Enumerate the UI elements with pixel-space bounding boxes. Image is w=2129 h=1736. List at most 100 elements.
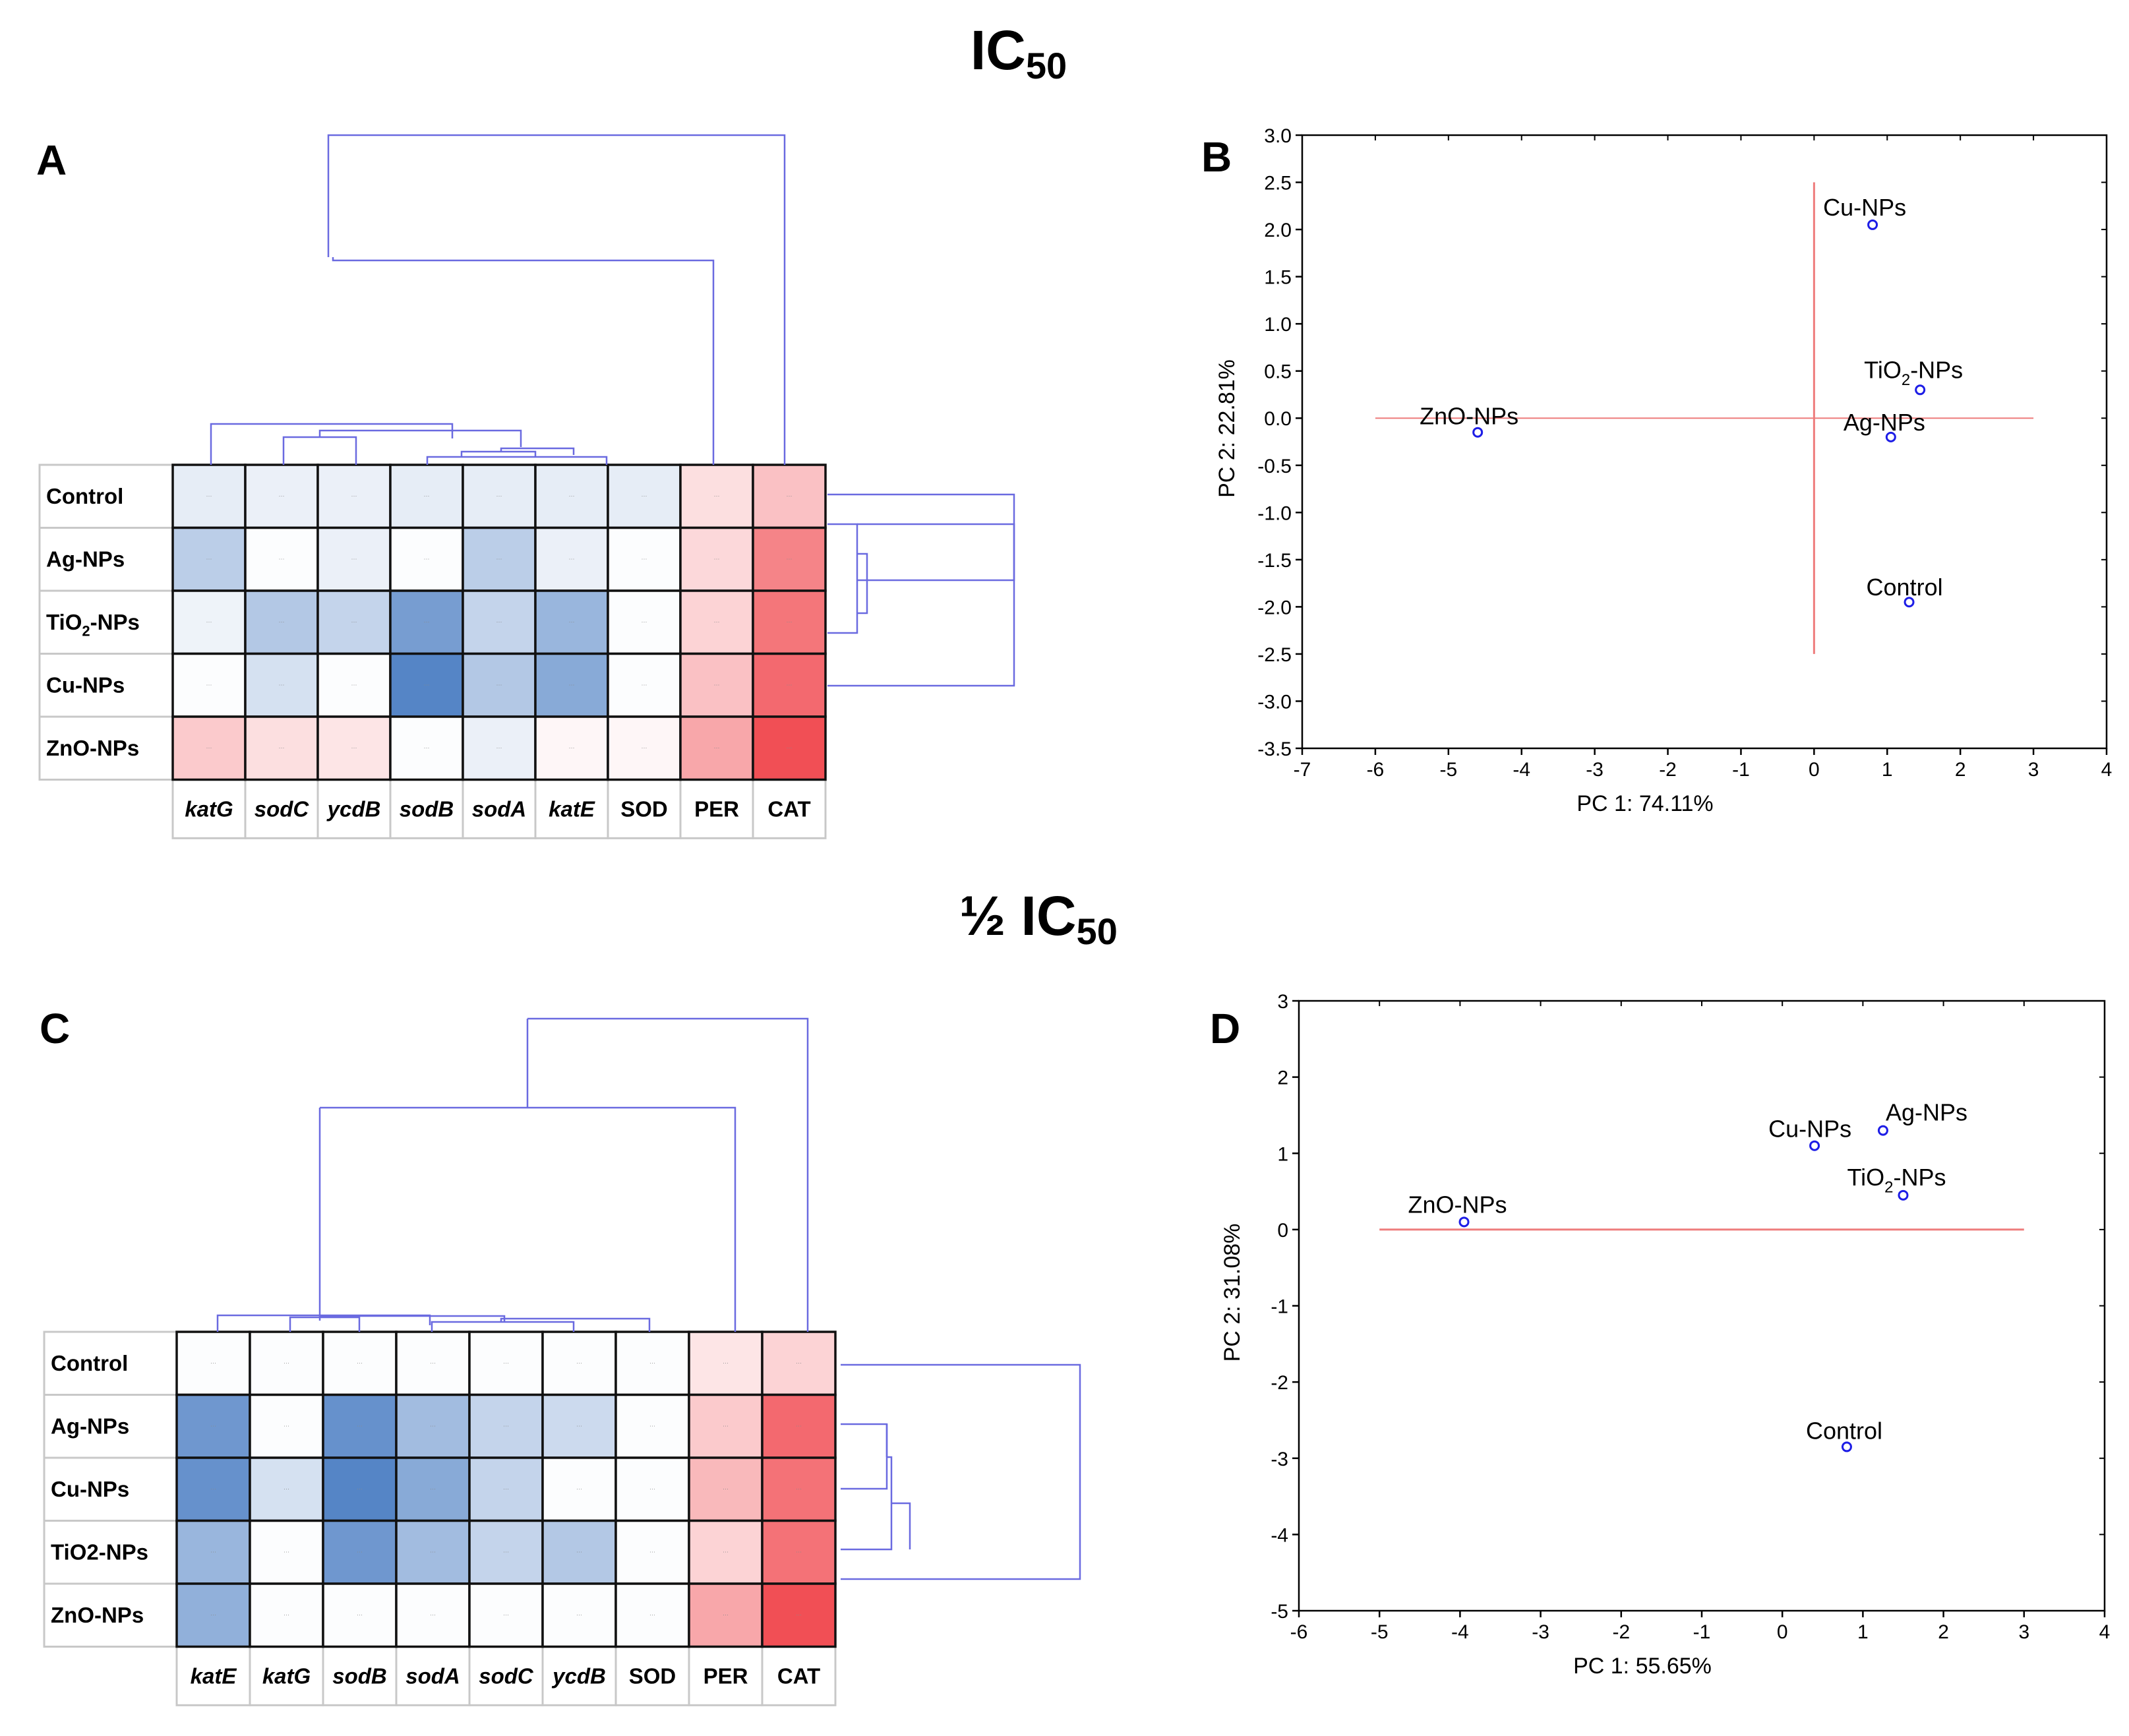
heatmap-c-cell-value: ··· bbox=[284, 1422, 289, 1429]
pca-d-y-tick-label: 0 bbox=[1277, 1220, 1288, 1242]
dendrogram-right-cluster-2 bbox=[857, 523, 1015, 582]
heatmap-c-cell-ag-nps-soda bbox=[395, 1393, 471, 1459]
heatmap-c-cell-zno-nps-katg bbox=[249, 1582, 324, 1648]
pca-b-y-tick-label: 2.5 bbox=[1264, 173, 1292, 195]
heatmap-a-cell-control-ycdb bbox=[316, 464, 392, 529]
pca-b-y-tick-label: -3.0 bbox=[1257, 691, 1292, 713]
dendrogram-bottom-root bbox=[527, 1017, 809, 1332]
pca-d-y-tick-label: -2 bbox=[1271, 1372, 1288, 1394]
heatmap-a-cell-tio2-nps-cat bbox=[752, 589, 827, 655]
heatmap-c-cell-value: ··· bbox=[210, 1485, 216, 1492]
heatmap-a-row-label-ag-nps: Ag-NPs bbox=[46, 547, 125, 571]
pca-d-y-tick-label: 3 bbox=[1277, 991, 1288, 1013]
heatmap-c-cell-value: ··· bbox=[796, 1422, 802, 1429]
heatmap-c-cell-value: ··· bbox=[723, 1548, 729, 1555]
pca-b-point-label-cu-nps: Cu-NPs bbox=[1823, 194, 1906, 221]
heatmap-c-cell-value: ··· bbox=[430, 1422, 436, 1429]
pca-d-x-tick-label: 2 bbox=[1938, 1621, 1949, 1643]
pca-d-point-label-ag-nps: Ag-NPs bbox=[1886, 1099, 1967, 1126]
dendrogram-bottom-cluster-katg-sodb bbox=[289, 1316, 361, 1332]
pca-b-x-tick-label: -4 bbox=[1513, 759, 1530, 781]
heatmap-a-col-label-sodb: sodB bbox=[400, 796, 454, 821]
heatmap-c-col-label-sodb: sodB bbox=[332, 1663, 387, 1688]
heatmap-c-cell-value: ··· bbox=[796, 1611, 802, 1618]
heatmap-a-cell-value: ··· bbox=[787, 493, 793, 499]
heatmap-c-row-label-ag-nps: Ag-NPs bbox=[51, 1414, 129, 1438]
heatmap-a-cell-value: ··· bbox=[642, 618, 647, 625]
heatmap-c-col-label-cat: CAT bbox=[777, 1663, 820, 1688]
heatmap-a-cell-value: ··· bbox=[279, 555, 285, 562]
heatmap-a-cell-value: ··· bbox=[351, 493, 357, 499]
heatmap-c-cell-tio2-nps-katg bbox=[249, 1519, 324, 1585]
heatmap-a-cell-value: ··· bbox=[787, 555, 793, 562]
heatmap-c-cell-value: ··· bbox=[723, 1360, 729, 1366]
heatmap-a-cell-control-sodc bbox=[244, 464, 319, 529]
heatmap-a-row-label-zno-nps: ZnO-NPs bbox=[46, 736, 139, 760]
heatmap-c-cell-value: ··· bbox=[723, 1422, 729, 1429]
pca-b-x-tick-label: -2 bbox=[1659, 759, 1677, 781]
heatmap-c-cell-cu-nps-kate bbox=[175, 1456, 251, 1522]
heatmap-c-col-label-kate: katE bbox=[191, 1663, 237, 1688]
heatmap-c-cell-cu-nps-soda bbox=[395, 1456, 471, 1522]
pca-b-x-tick-label: -5 bbox=[1439, 759, 1457, 781]
pca-d-x-tick-label: 1 bbox=[1857, 1621, 1869, 1643]
heatmap-c-cell-ag-nps-kate bbox=[175, 1393, 251, 1459]
heatmap-a-cell-value: ··· bbox=[569, 681, 575, 688]
pca-d-x-tick-label: 4 bbox=[2099, 1621, 2111, 1643]
pca-d-y-tick-label: -5 bbox=[1271, 1601, 1288, 1623]
heatmap-c-row-label-cu-nps: Cu-NPs bbox=[51, 1477, 129, 1501]
heatmap-a-cell-tio2-nps-per bbox=[679, 589, 754, 655]
pca-b-y-tick-label: 1.5 bbox=[1264, 267, 1292, 289]
dendrogram-right-root bbox=[827, 493, 1015, 687]
heatmap-c-cell-tio2-nps-cat bbox=[761, 1519, 837, 1585]
heatmap-c-cell-ag-nps-sodb bbox=[322, 1393, 398, 1459]
pca-b-x-tick-label: 1 bbox=[1882, 759, 1893, 781]
pca-b-y-tick-label: -2.5 bbox=[1257, 644, 1292, 666]
heatmap-a-cell-control-per bbox=[679, 464, 754, 529]
pca-d-y-axis-title: PC 2: 31.08% bbox=[1220, 1224, 1245, 1362]
top-title-main: IC bbox=[971, 19, 1026, 81]
bottom-title-main: ½ IC bbox=[959, 885, 1076, 947]
dendrogram-right-bottom-1 bbox=[841, 1423, 888, 1490]
pca-d-y-tick-label: -1 bbox=[1271, 1296, 1288, 1318]
heatmap-a-cell-value: ··· bbox=[714, 744, 720, 751]
heatmap-a-cell-value: ··· bbox=[424, 493, 430, 499]
heatmap-c-cell-zno-nps-cat bbox=[761, 1582, 837, 1648]
dendrogram-top-left-branch bbox=[332, 257, 715, 429]
heatmap-a-cell-value: ··· bbox=[496, 493, 502, 499]
heatmap-c-cell-ag-nps-per bbox=[688, 1393, 764, 1459]
heatmap-panel-a: ··· ··· ··· ··· ··· ··· ··· ··· ··· ··· ··· ··· ··· ·… bbox=[38, 464, 827, 839]
heatmap-c-col-label-per: PER bbox=[704, 1663, 748, 1688]
heatmap-a-cell-zno-nps-sodc bbox=[244, 715, 319, 781]
heatmap-c-cell-value: ··· bbox=[649, 1485, 655, 1492]
pca-b-point-cu-nps bbox=[1867, 219, 1878, 230]
heatmap-a-cell-value: ··· bbox=[496, 555, 502, 562]
heatmap-c-cell-value: ··· bbox=[357, 1611, 363, 1618]
heatmap-a-cell-value: ··· bbox=[787, 681, 793, 688]
heatmap-c-row-label-control: Control bbox=[51, 1351, 128, 1375]
pca-b-point-label-ag-nps: Ag-NPs bbox=[1844, 409, 1925, 436]
pca-d-x-tick-label: 3 bbox=[2018, 1621, 2029, 1643]
dendrogram-top-root bbox=[327, 134, 786, 267]
dendrogram-right-cluster-3 bbox=[857, 553, 868, 614]
heatmap-a-cell-value: ··· bbox=[206, 618, 212, 625]
heatmap-a-cell-ag-nps-sodb bbox=[389, 526, 464, 592]
pca-d-point-ag-nps bbox=[1877, 1125, 1888, 1136]
pca-b-y-tick-label: 0.0 bbox=[1264, 408, 1292, 430]
pca-b-point-zno-nps bbox=[1472, 427, 1484, 438]
heatmap-a-col-label-soda: sodA bbox=[472, 796, 527, 821]
pca-d-point-label-zno-nps: ZnO-NPs bbox=[1408, 1191, 1507, 1218]
heatmap-c-cell-value: ··· bbox=[284, 1611, 289, 1618]
heatmap-c-cell-tio2-nps-kate bbox=[175, 1519, 251, 1585]
heatmap-c-cell-value: ··· bbox=[284, 1360, 289, 1366]
heatmap-c-cell-tio2-nps-sodc bbox=[468, 1519, 544, 1585]
heatmap-c-cell-control-cat bbox=[761, 1331, 837, 1396]
dendrogram-panel-c bbox=[216, 1017, 1081, 1580]
heatmap-a-cell-zno-nps-katg bbox=[171, 715, 247, 781]
heatmap-a-cell-value: ··· bbox=[424, 744, 430, 751]
heatmap-c-cell-value: ··· bbox=[649, 1360, 655, 1366]
heatmap-a-cell-zno-nps-sodb bbox=[389, 715, 464, 781]
pca-d-x-tick-label: -6 bbox=[1290, 1621, 1308, 1643]
heatmap-panel-c: ··· ··· ··· ··· ··· ··· ··· ··· ··· ··· ··· ··· ··· ·… bbox=[43, 1331, 837, 1706]
pca-d-point-label-control: Control bbox=[1806, 1417, 1882, 1444]
